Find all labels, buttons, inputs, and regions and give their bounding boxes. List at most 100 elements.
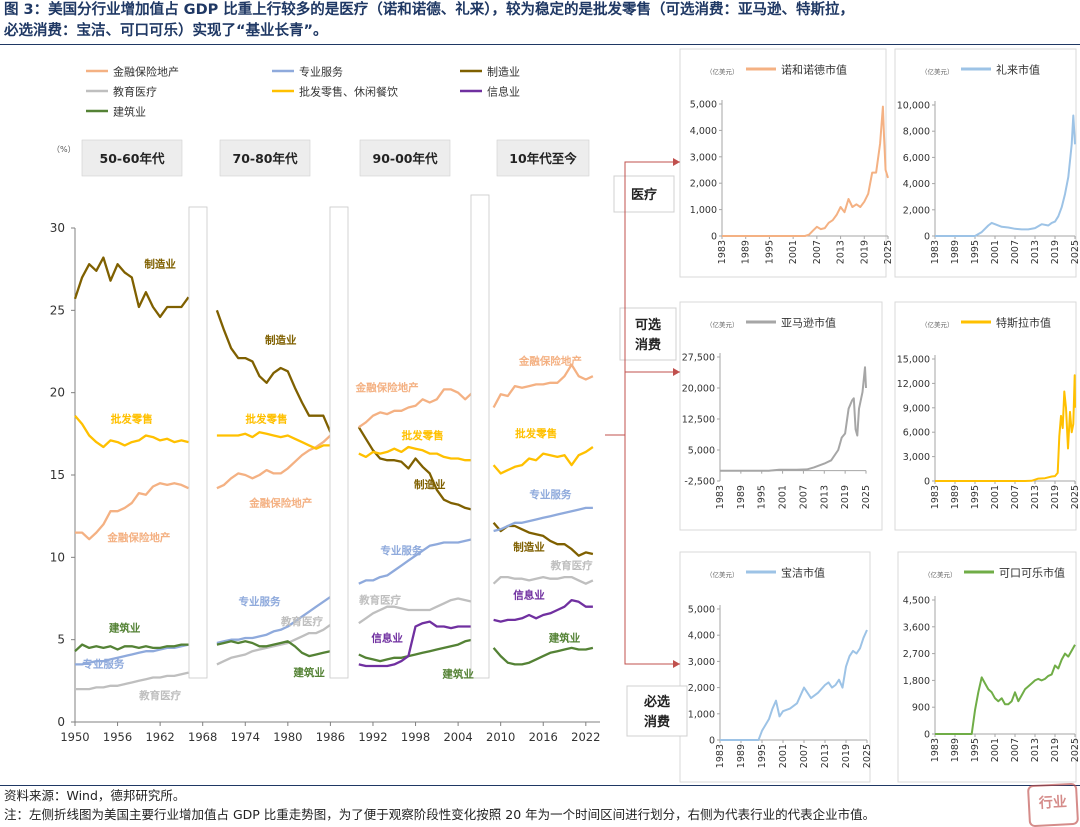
x-tick-label: 2001 [990,738,1001,762]
main-y-tick-label: 10 [50,550,65,564]
series-line [358,538,473,585]
x-tick-label: 2013 [1030,485,1041,509]
x-tick-label: 2007 [1010,738,1021,762]
era-label: 90-00年代 [373,151,438,166]
main-x-tick-label: 2004 [443,730,472,744]
y-tick-label: 4,000 [690,126,717,137]
unit-label: （亿美元） [706,67,739,76]
y-tick-label: 0 [709,736,715,747]
series-line [216,434,332,490]
x-tick-label: 1989 [950,738,961,762]
series-annotation: 制造业 [414,478,446,491]
x-tick-label: 2001 [788,240,799,264]
x-tick-label: 2013 [1030,240,1041,264]
y-tick-label: 12,500 [682,415,715,426]
y-tick-label: 2,000 [690,179,717,190]
main-x-tick-label: 1974 [231,730,260,744]
chart-frame [894,301,1077,531]
legend-label: 宝洁市值 [781,566,825,580]
legend-label: 信息业 [487,85,520,99]
chart-frame [679,551,871,783]
market-cap-line [720,366,867,472]
y-tick-label: 12,000 [897,379,930,390]
series-annotation: 教育医疗 [280,615,323,628]
y-tick-label: 0 [924,730,930,741]
x-tick-label: 2007 [798,485,809,509]
series-line [74,643,189,653]
series-line [74,414,189,449]
x-tick-label: 1995 [764,240,775,264]
legend-label: 教育医疗 [113,85,157,99]
market-cap-line [722,105,889,237]
main-x-tick-label: 1962 [145,730,174,744]
connector-lines [605,158,680,668]
footer-divider [0,785,1080,786]
series-line [358,638,473,663]
series-annotation: 建筑业 [108,621,141,634]
series-annotation: 专业服务 [380,544,422,557]
chart-frame [894,48,1077,278]
series-annotation: 建筑业 [548,631,581,644]
x-tick-label: 2025 [862,744,873,768]
series-annotation: 金融保险地产 [355,381,419,394]
x-tick-label: 2001 [990,485,1001,509]
figure-title-line-2: 必选消费：宝洁、可口可乐）实现了“基业长青”。 [4,23,328,39]
x-tick-label: 1983 [930,738,941,762]
x-tick-label: 1983 [715,744,726,768]
x-tick-label: 1995 [757,485,768,509]
series-line [73,256,190,319]
y-tick-label: 9,000 [903,403,930,414]
x-tick-label: 2007 [1010,485,1021,509]
market-cap-line [935,644,1076,735]
x-tick-label: 2007 [1010,240,1021,264]
main-y-tick-label: 15 [50,468,65,482]
era-label-box [81,139,183,177]
main-x-tick-label: 1956 [103,730,132,744]
chart-frame [679,48,887,278]
x-tick-label: 2019 [1050,738,1061,762]
tesla-market-cap-chart: （亿美元） 特斯拉市值 0 3,000 6,000 9,000 12,000 15,000 19… [894,301,1080,531]
market-cap-line [720,629,868,741]
x-tick-label: 1995 [757,744,768,768]
watermark-stamp: 行业 [1026,782,1080,827]
legend-label: 礼来市值 [996,63,1040,77]
x-tick-label: 2019 [840,485,851,509]
y-tick-label: 5,000 [688,605,715,616]
main-y-unit-label: （%） [52,145,76,154]
main-x-tick-label: 2022 [571,730,600,744]
series-annotation: 批发零售 [246,412,288,425]
x-tick-label: 2007 [812,240,823,264]
era-label-box [219,139,311,177]
y-tick-label: 3,000 [688,657,715,668]
y-tick-label: 6,000 [903,428,930,439]
series-line [216,595,332,645]
footnote: 注：左侧折线图为美国主要行业增加值占 GDP 比重走势图，为了便于观察阶段性变化… [4,807,876,822]
series-annotation: 教育医疗 [358,593,401,606]
main-x-tick-label: 1998 [401,730,430,744]
y-tick-label: 27,500 [682,353,715,364]
unit-label: （亿美元） [921,320,954,329]
y-tick-label: 2,700 [903,649,930,660]
y-tick-label: 3,600 [903,622,930,633]
unit-label: （亿美元） [706,570,739,579]
y-tick-label: 5,000 [690,100,717,111]
series-annotation: 信息业 [513,589,545,602]
connector-staples [605,434,680,665]
legend-label: 专业服务 [299,65,343,79]
series-annotation: 教育医疗 [550,559,593,572]
y-tick-label: 1,000 [688,709,715,720]
x-tick-label: 2025 [1070,485,1080,509]
era-label-box [496,139,590,177]
x-tick-label: 2001 [778,744,789,768]
sector-label-text: 消费 [635,337,661,353]
series-annotation: 金融保险地产 [106,531,170,544]
unit-label: （亿美元） [921,67,954,76]
sector-label-text: 必选 [643,694,670,710]
series-line [75,671,189,691]
series-line [75,482,189,541]
x-tick-label: 2019 [1050,240,1061,264]
series-annotation: 专业服务 [238,595,280,608]
series-line [216,623,332,666]
era-label: 50-60年代 [100,151,165,166]
y-tick-label: 3,000 [903,452,930,463]
